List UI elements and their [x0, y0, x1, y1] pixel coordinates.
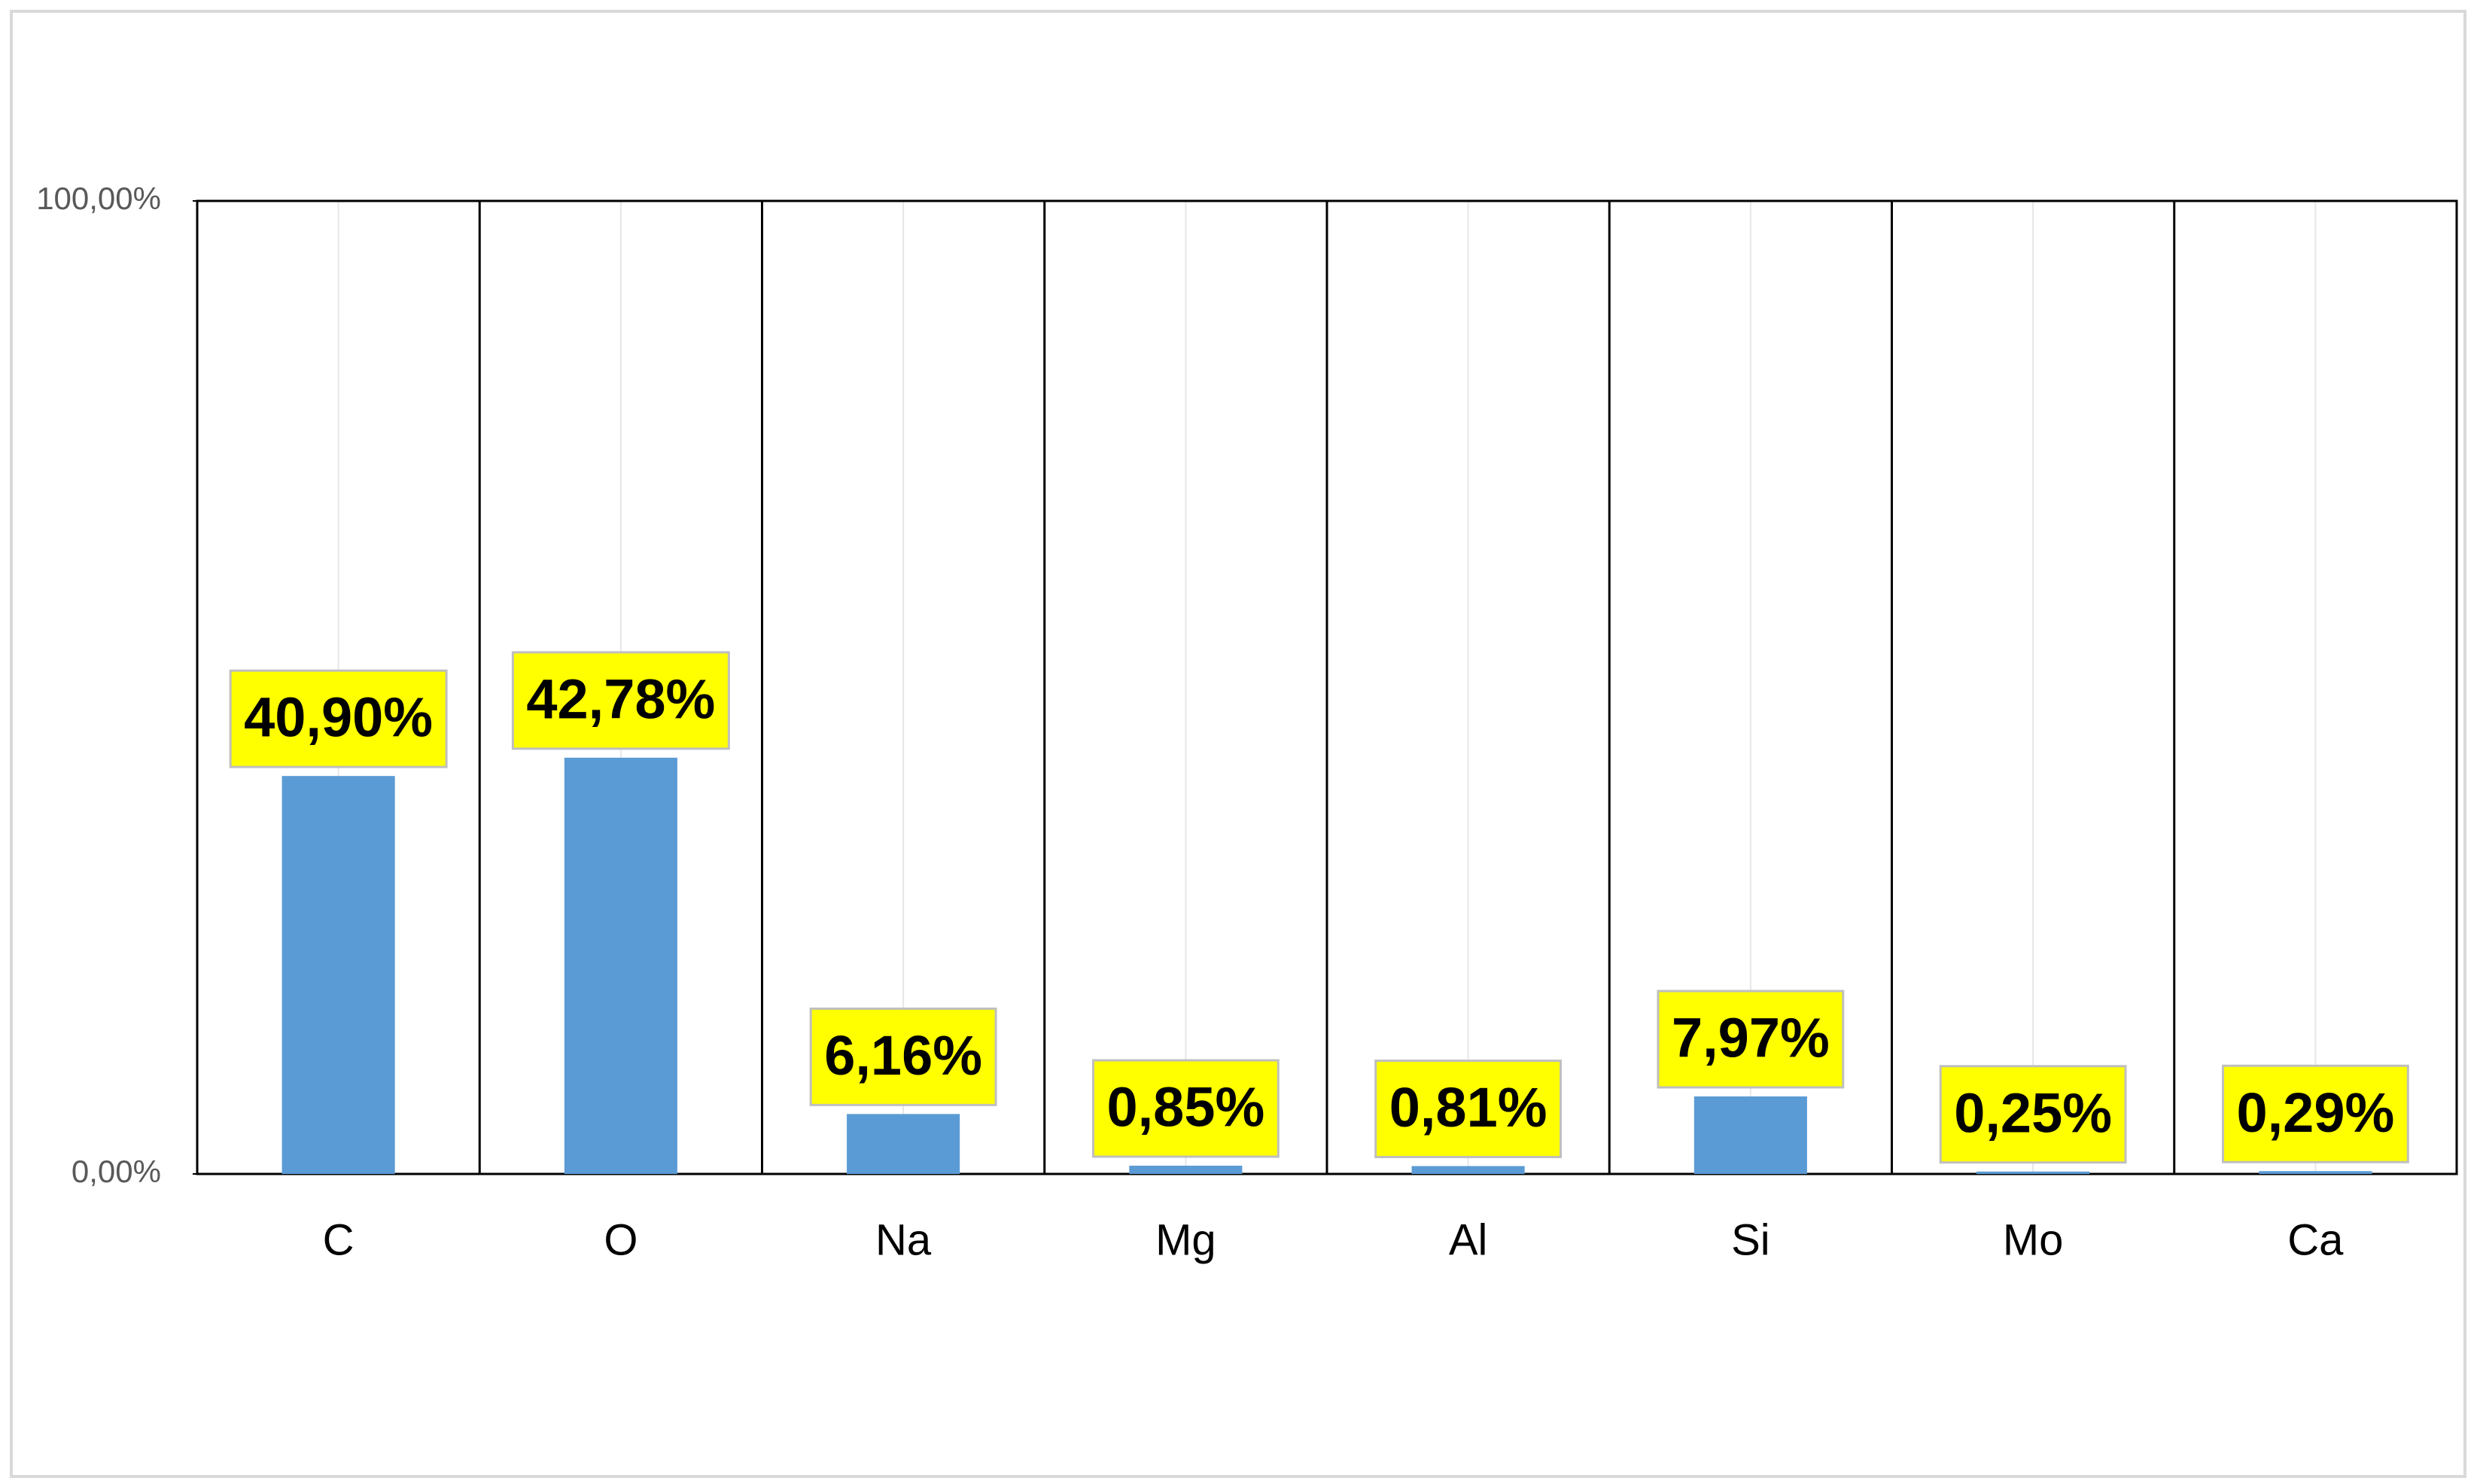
- value-label: 0,29%: [2236, 1081, 2394, 1144]
- x-tick-label: O: [604, 1215, 638, 1264]
- x-tick-label: Al: [1449, 1215, 1488, 1264]
- bar: [281, 776, 395, 1174]
- value-label: 7,97%: [1672, 1006, 1830, 1069]
- value-label-box: [511, 651, 730, 750]
- x-tick-label: Mo: [2003, 1215, 2064, 1264]
- x-tick-label: Mg: [1155, 1215, 1216, 1264]
- bar: [847, 1114, 960, 1174]
- value-label: 0,81%: [1389, 1076, 1547, 1139]
- value-label-box: [1657, 990, 1845, 1089]
- x-tick-label: C: [323, 1215, 355, 1264]
- bar: [1411, 1166, 1525, 1174]
- y-tick-label: 100,00%: [36, 181, 161, 216]
- value-label: 6,16%: [824, 1024, 982, 1087]
- value-label-box: [1939, 1065, 2127, 1164]
- bar: [1693, 1096, 1807, 1174]
- y-tick-label: 0,00%: [72, 1154, 161, 1189]
- value-label-box: [2221, 1064, 2409, 1163]
- value-label-box: [809, 1007, 997, 1106]
- value-label: 40,90%: [244, 686, 433, 749]
- bar: [564, 757, 677, 1174]
- bar: [1976, 1171, 2090, 1174]
- value-label: 0,25%: [1954, 1081, 2112, 1144]
- value-label-box: [1091, 1059, 1280, 1158]
- x-tick-label: Si: [1731, 1215, 1770, 1264]
- value-label: 42,78%: [526, 667, 715, 730]
- value-label-box: [229, 669, 448, 768]
- value-label: 0,85%: [1106, 1076, 1264, 1139]
- value-label-box: [1374, 1060, 1563, 1159]
- bar: [1129, 1166, 1243, 1174]
- bar: [2259, 1171, 2372, 1174]
- x-tick-label: Ca: [2287, 1215, 2344, 1264]
- x-tick-label: Na: [875, 1215, 932, 1264]
